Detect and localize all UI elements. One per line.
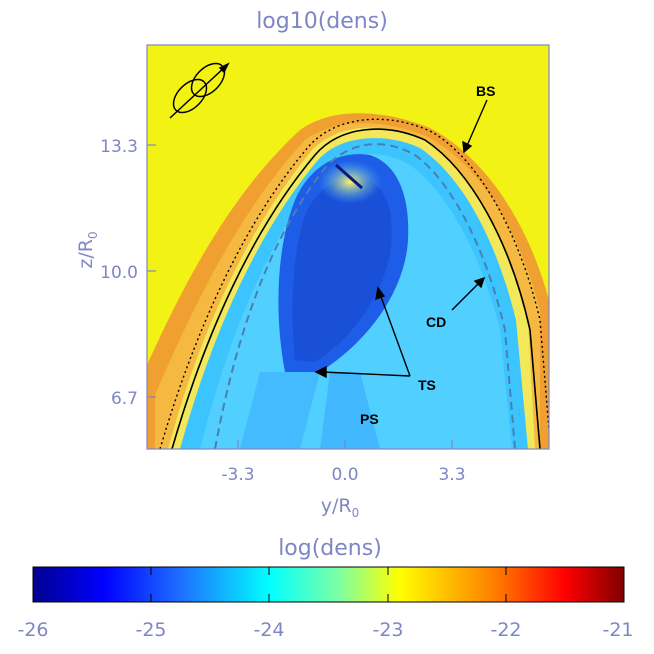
orbit-icon: [169, 62, 230, 119]
annotation-arrows: [314, 99, 488, 379]
colorbar-tick-label: -22: [490, 619, 521, 641]
shock-solid-line: [171, 128, 541, 449]
colorbar-tick-label: -21: [602, 619, 633, 641]
colorbar: [32, 566, 625, 603]
xtick-label: 3.3: [438, 465, 465, 485]
x-axis-label: y/R0: [321, 495, 360, 520]
label-ts: TS: [418, 377, 436, 393]
y-axis-label: z/R0: [75, 231, 100, 268]
colorbar-tick-label: -26: [17, 619, 48, 641]
plot-title: log10(dens): [256, 9, 388, 34]
ytick-label: 13.3: [100, 137, 138, 157]
density-map: BS CD TS PS: [147, 45, 549, 449]
ytick-label: 10.0: [100, 263, 138, 283]
label-ps: PS: [360, 411, 379, 427]
colorbar-ticks: [150, 567, 507, 602]
label-cd: CD: [426, 314, 446, 330]
plot-frame: [146, 44, 550, 450]
xtick-label: -3.3: [221, 465, 254, 485]
ytick-label: 6.7: [111, 389, 138, 409]
axis-ticks: [147, 144, 453, 449]
colorbar-tick-label: -24: [253, 619, 284, 641]
colorbar-tick-label: -23: [372, 619, 403, 641]
contact-discontinuity-line: [214, 143, 516, 449]
label-bs: BS: [476, 83, 495, 99]
xtick-label: 0.0: [331, 465, 358, 485]
colorbar-title: log(dens): [278, 536, 382, 561]
colorbar-tick-label: -25: [135, 619, 166, 641]
